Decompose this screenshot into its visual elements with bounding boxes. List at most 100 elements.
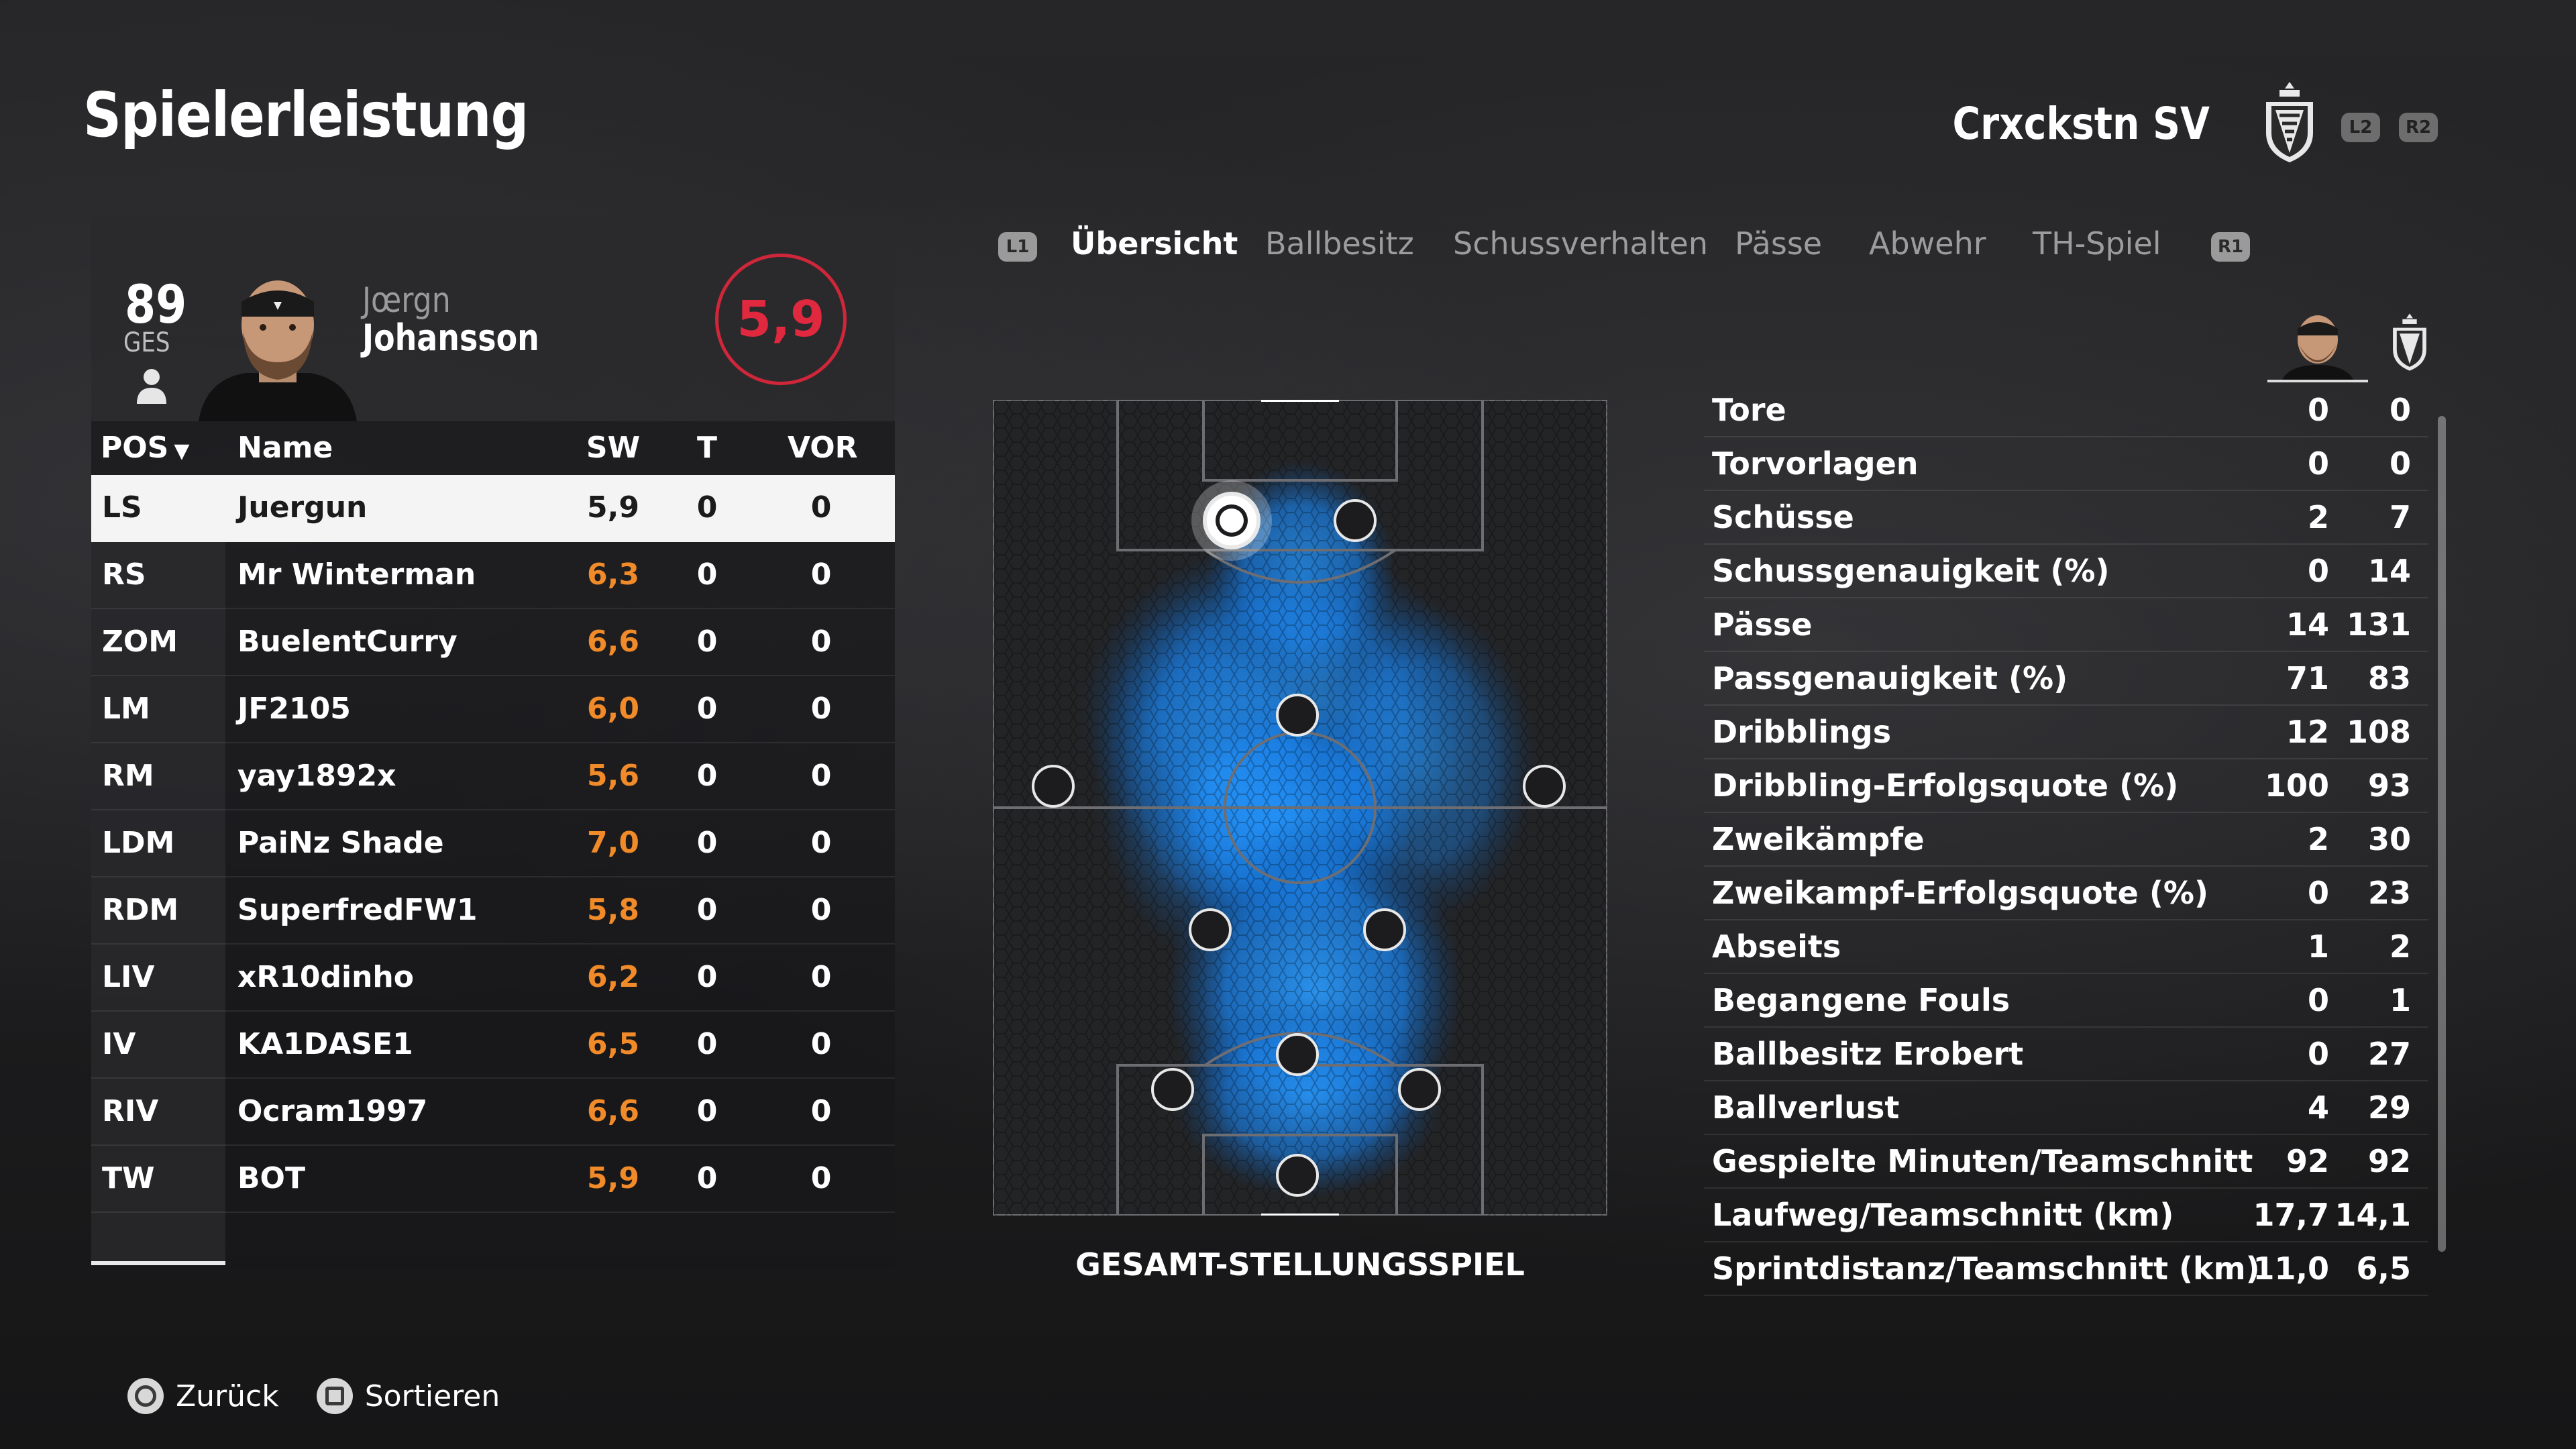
cell-t: 0 <box>696 1161 718 1195</box>
cell-name: Juergun <box>237 490 368 525</box>
stat-team: 29 <box>2367 1089 2411 1126</box>
stat-label: Torvorlagen <box>1712 445 1919 482</box>
back-label: Zurück <box>176 1379 279 1413</box>
cell-sw: 6,6 <box>587 1094 639 1128</box>
list-end-marker <box>91 1261 225 1265</box>
l2-button[interactable]: L2 <box>2341 113 2380 142</box>
player-marker <box>1276 1033 1319 1076</box>
player-avatar <box>199 280 357 421</box>
table-row[interactable]: ZOM BuelentCurry 6,6 0 0 <box>91 609 895 676</box>
stat-player: 2 <box>2307 499 2329 535</box>
col-t[interactable]: T <box>696 431 717 465</box>
stat-row: Passgenauigkeit (%) 71 83 <box>1704 652 2428 706</box>
stat-player: 0 <box>2307 982 2329 1018</box>
cell-t: 0 <box>696 692 718 726</box>
stat-team: 2 <box>2389 928 2411 965</box>
table-row[interactable]: LM JF2105 6,0 0 0 <box>91 676 895 743</box>
stat-team: 93 <box>2367 767 2411 804</box>
cell-vor: 0 <box>810 557 832 592</box>
stat-row: Zweikämpfe 2 30 <box>1704 813 2428 867</box>
sort-hint[interactable]: Sortieren <box>316 1378 500 1414</box>
cell-sw: 7,0 <box>587 826 639 860</box>
cell-sw: 5,8 <box>587 893 639 927</box>
cell-name: KA1DASE1 <box>237 1027 413 1061</box>
stat-row: Dribblings 12 108 <box>1704 706 2428 759</box>
cell-vor: 0 <box>810 826 832 860</box>
stat-label: Sprintdistanz/Teamschnitt (km) <box>1712 1250 2260 1287</box>
stat-label: Dribbling-Erfolgsquote (%) <box>1712 767 2179 804</box>
stat-player: 17,7 <box>2253 1197 2330 1233</box>
cell-vor: 0 <box>810 625 832 659</box>
stat-player: 11,0 <box>2253 1250 2330 1287</box>
stat-player: 0 <box>2307 1036 2329 1072</box>
sort-arrow-icon: ▼ <box>174 439 190 463</box>
stat-label: Laufweg/Teamschnitt (km) <box>1712 1197 2174 1233</box>
player-head-icon <box>2267 315 2368 382</box>
cell-pos: RS <box>102 557 146 592</box>
cell-t: 0 <box>696 960 718 994</box>
cell-pos: ZOM <box>102 625 178 659</box>
stats-scrollbar[interactable] <box>2438 416 2446 1252</box>
tab-5[interactable]: TH-Spiel <box>2033 225 2161 262</box>
col-name[interactable]: Name <box>237 431 333 465</box>
cell-name: BuelentCurry <box>237 625 458 659</box>
cell-vor: 0 <box>810 490 832 525</box>
page-title: Spielerleistung <box>83 79 529 151</box>
player-overall: 89 <box>125 275 187 335</box>
cell-t: 0 <box>696 826 718 860</box>
person-icon <box>137 369 166 404</box>
r2-button[interactable]: R2 <box>2399 113 2438 142</box>
table-row[interactable]: RM yay1892x 5,6 0 0 <box>91 743 895 810</box>
stat-row: Laufweg/Teamschnitt (km) 17,7 14,1 <box>1704 1189 2428 1242</box>
player-marker <box>1032 765 1075 808</box>
table-row[interactable]: LIV xR10dinho 6,2 0 0 <box>91 945 895 1012</box>
l1-button[interactable]: L1 <box>998 232 1037 262</box>
stat-label: Ballverlust <box>1712 1089 1900 1126</box>
cell-name: BOT <box>237 1161 305 1195</box>
cell-sw: 6,0 <box>587 692 639 726</box>
cell-vor: 0 <box>810 692 832 726</box>
cell-sw: 5,9 <box>587 1161 639 1195</box>
table-row[interactable]: RDM SuperfredFW1 5,8 0 0 <box>91 877 895 945</box>
stat-team: 92 <box>2367 1143 2411 1179</box>
cell-name: Mr Winterman <box>237 557 476 592</box>
stat-row: Ballbesitz Erobert 0 27 <box>1704 1028 2428 1081</box>
cell-pos: RDM <box>102 893 179 927</box>
tab-0[interactable]: Übersicht <box>1071 225 1238 262</box>
cell-vor: 0 <box>810 893 832 927</box>
cell-sw: 5,6 <box>587 759 639 793</box>
stat-player: 0 <box>2307 553 2329 589</box>
table-row[interactable]: RIV Ocram1997 6,6 0 0 <box>91 1079 895 1146</box>
sort-label: Sortieren <box>364 1379 500 1413</box>
player-first-name: Jœrgn <box>362 280 451 321</box>
tab-3[interactable]: Pässe <box>1735 225 1823 262</box>
team-name: Crxckstn SV <box>1952 98 2210 150</box>
tab-2[interactable]: Schussverhalten <box>1453 225 1708 262</box>
table-row[interactable]: TW BOT 5,9 0 0 <box>91 1146 895 1213</box>
player-marker <box>1523 765 1566 808</box>
table-row[interactable]: LDM PaiNz Shade 7,0 0 0 <box>91 810 895 877</box>
col-sw[interactable]: SW <box>586 431 641 465</box>
col-vor[interactable]: VOR <box>788 431 858 465</box>
player-last-name: Johansson <box>362 317 539 359</box>
cell-sw: 6,2 <box>587 960 639 994</box>
col-pos[interactable]: POS ▼ <box>101 431 190 465</box>
cell-name: yay1892x <box>237 759 396 793</box>
back-hint[interactable]: Zurück <box>127 1378 279 1414</box>
square-button-icon <box>316 1378 353 1414</box>
stat-team: 1 <box>2389 982 2411 1018</box>
cell-sw: 6,6 <box>587 625 639 659</box>
stat-label: Passgenauigkeit (%) <box>1712 660 2068 696</box>
r1-button[interactable]: R1 <box>2211 232 2250 262</box>
table-row[interactable]: IV KA1DASE1 6,5 0 0 <box>91 1012 895 1079</box>
tab-1[interactable]: Ballbesitz <box>1265 225 1414 262</box>
cell-vor: 0 <box>810 960 832 994</box>
stat-team: 23 <box>2367 875 2411 911</box>
tab-4[interactable]: Abwehr <box>1869 225 1986 262</box>
player-marker <box>1334 499 1377 542</box>
cell-t: 0 <box>696 625 718 659</box>
table-row[interactable]: LS Juergun 5,9 0 0 <box>91 475 895 542</box>
cell-pos: LS <box>102 490 142 525</box>
player-marker <box>1189 908 1232 951</box>
table-row[interactable]: RS Mr Winterman 6,3 0 0 <box>91 542 895 609</box>
